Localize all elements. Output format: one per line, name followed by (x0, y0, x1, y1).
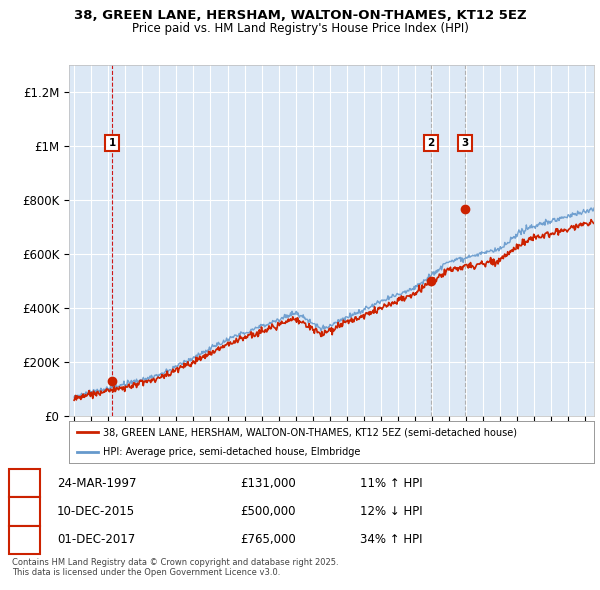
Text: 10-DEC-2015: 10-DEC-2015 (57, 505, 135, 518)
Text: 2: 2 (20, 505, 29, 518)
Text: 38, GREEN LANE, HERSHAM, WALTON-ON-THAMES, KT12 5EZ: 38, GREEN LANE, HERSHAM, WALTON-ON-THAME… (74, 9, 526, 22)
Text: £765,000: £765,000 (240, 533, 296, 546)
Text: 01-DEC-2017: 01-DEC-2017 (57, 533, 135, 546)
Text: 38, GREEN LANE, HERSHAM, WALTON-ON-THAMES, KT12 5EZ (semi-detached house): 38, GREEN LANE, HERSHAM, WALTON-ON-THAME… (103, 427, 517, 437)
Text: £131,000: £131,000 (240, 477, 296, 490)
Text: Contains HM Land Registry data © Crown copyright and database right 2025.
This d: Contains HM Land Registry data © Crown c… (12, 558, 338, 577)
Text: 12% ↓ HPI: 12% ↓ HPI (360, 505, 422, 518)
Text: 11% ↑ HPI: 11% ↑ HPI (360, 477, 422, 490)
Text: 34% ↑ HPI: 34% ↑ HPI (360, 533, 422, 546)
Text: 2: 2 (427, 138, 434, 148)
Text: Price paid vs. HM Land Registry's House Price Index (HPI): Price paid vs. HM Land Registry's House … (131, 22, 469, 35)
Text: 24-MAR-1997: 24-MAR-1997 (57, 477, 137, 490)
Text: 3: 3 (20, 533, 29, 546)
Text: 3: 3 (461, 138, 469, 148)
Text: HPI: Average price, semi-detached house, Elmbridge: HPI: Average price, semi-detached house,… (103, 447, 361, 457)
Text: 1: 1 (20, 477, 29, 490)
Text: 1: 1 (109, 138, 116, 148)
Text: £500,000: £500,000 (240, 505, 296, 518)
